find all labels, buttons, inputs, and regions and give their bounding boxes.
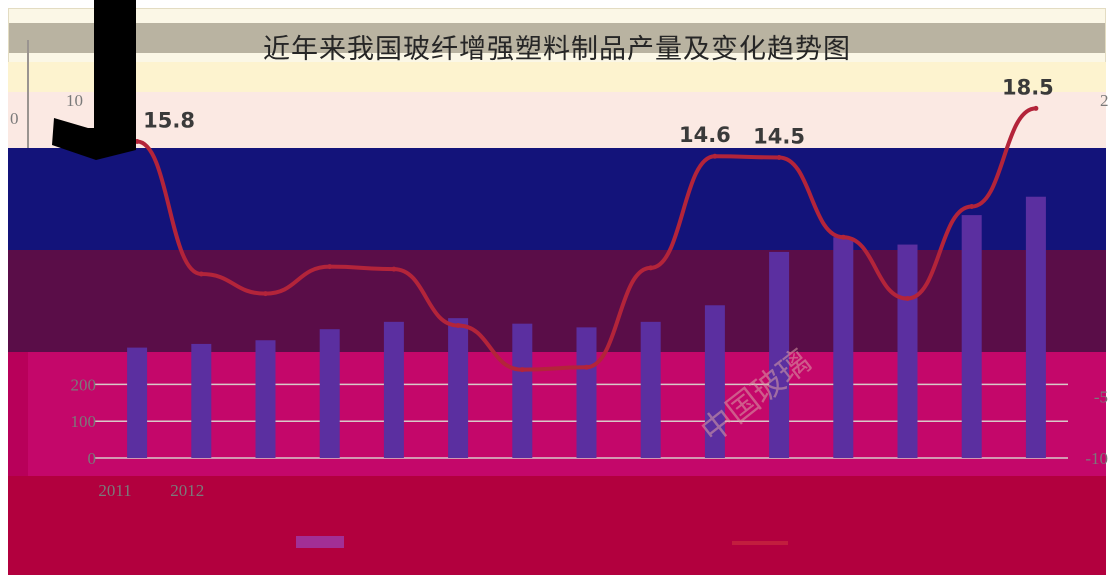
legend-bar-swatch bbox=[296, 536, 344, 548]
bar bbox=[319, 329, 340, 458]
line-point bbox=[840, 234, 846, 240]
band-pale bbox=[8, 92, 1106, 148]
data-label: 14.6 bbox=[679, 123, 731, 147]
data-label: 15.8 bbox=[143, 109, 195, 133]
line-point bbox=[198, 271, 204, 277]
line-point bbox=[776, 154, 782, 160]
bar bbox=[769, 251, 790, 458]
right-top-fragment: 2 bbox=[1100, 91, 1109, 110]
line-point bbox=[648, 265, 654, 271]
line-point bbox=[327, 264, 333, 270]
line-point bbox=[263, 291, 268, 297]
line-point bbox=[905, 296, 910, 302]
bar bbox=[640, 321, 661, 458]
data-label: 18.5 bbox=[1002, 75, 1054, 99]
line-point bbox=[455, 323, 461, 329]
bar bbox=[897, 244, 918, 458]
bar bbox=[191, 343, 212, 458]
bar bbox=[961, 215, 982, 458]
bar bbox=[576, 327, 597, 458]
bar bbox=[833, 237, 854, 458]
bar bbox=[1025, 196, 1046, 458]
bar bbox=[704, 305, 725, 458]
band-cream bbox=[8, 62, 1106, 92]
band-dark bbox=[8, 148, 1106, 250]
band-left-edge bbox=[8, 352, 28, 476]
y-right-tick-label: -10 bbox=[1085, 449, 1108, 468]
bar bbox=[512, 323, 533, 458]
line-point bbox=[712, 153, 718, 159]
title-band bbox=[9, 23, 1105, 53]
bar bbox=[383, 321, 404, 458]
far-left-fragment: 0 bbox=[10, 109, 19, 128]
bar bbox=[127, 347, 148, 458]
chart-title: 近年来我国玻纤增强塑料制品产量及变化趋势图 bbox=[263, 34, 851, 65]
y-right-tick-label: -5 bbox=[1094, 388, 1108, 407]
series-line bbox=[136, 106, 1037, 372]
line-point bbox=[584, 364, 589, 370]
x-tick-label: 2012 bbox=[170, 481, 204, 500]
line-point bbox=[519, 367, 525, 373]
line-point bbox=[391, 266, 397, 272]
left-top-fragment: 10 bbox=[66, 91, 83, 110]
line-point bbox=[969, 204, 975, 210]
band-mid bbox=[8, 250, 1106, 352]
y-left-tick-label: 200 bbox=[71, 375, 97, 394]
line-point bbox=[1033, 105, 1039, 111]
y-left-tick-label: 100 bbox=[71, 412, 97, 431]
data-label: 14.5 bbox=[753, 124, 805, 148]
bar bbox=[255, 340, 276, 458]
bar bbox=[448, 318, 469, 458]
y-left-tick-label: 0 bbox=[88, 449, 97, 468]
x-tick-label: 2011 bbox=[98, 481, 131, 500]
band-red bbox=[8, 476, 1106, 575]
black-slash-artifact bbox=[52, 0, 136, 160]
